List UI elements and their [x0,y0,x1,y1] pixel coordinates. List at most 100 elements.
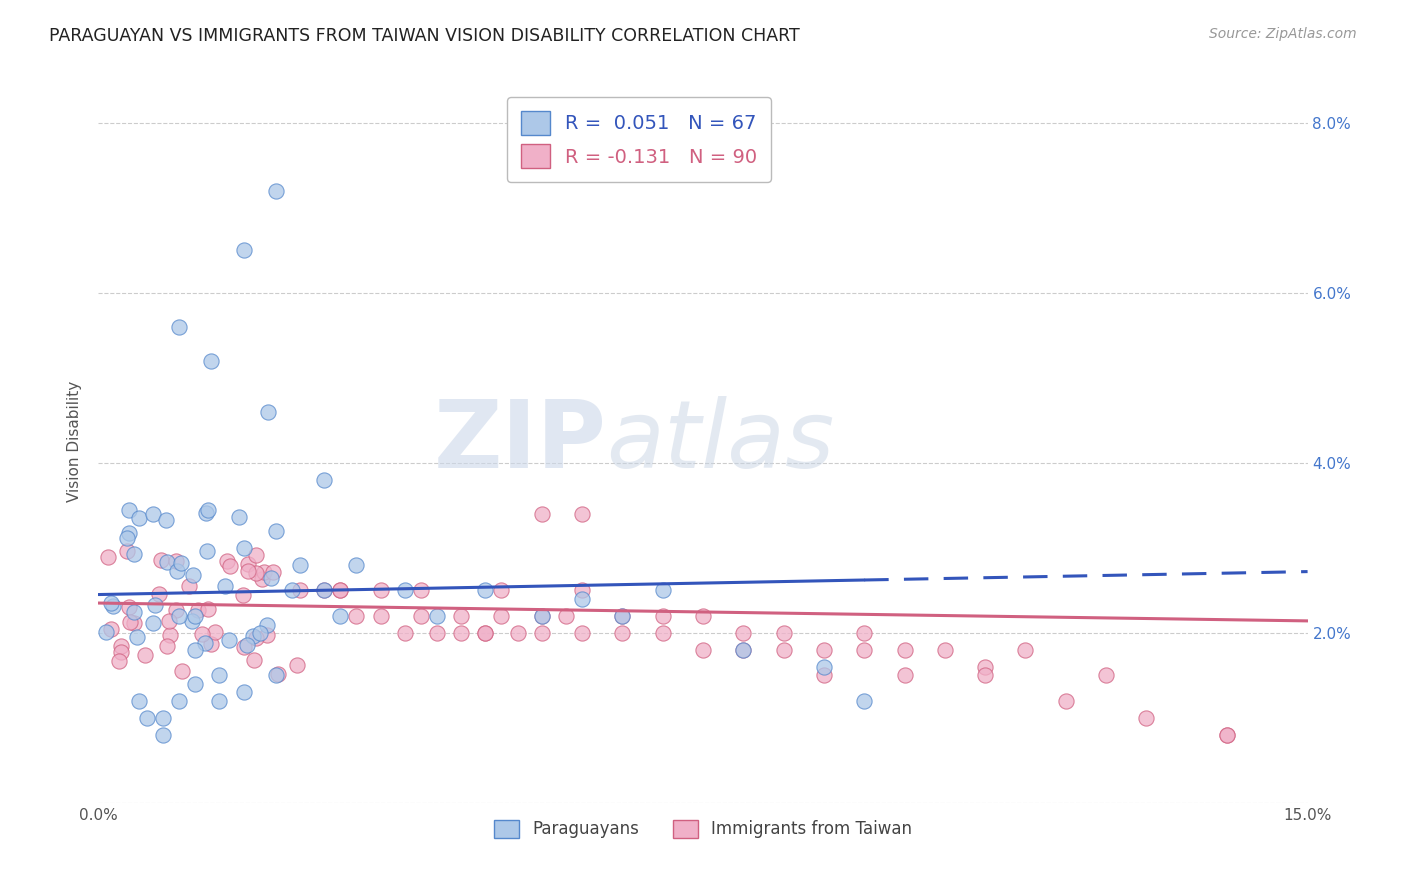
Point [165,603,187,617]
Point [974,660,997,674]
Point [194,636,217,650]
Point [118,599,141,614]
Point [110,644,132,658]
Point [197,602,219,616]
Point [167,319,190,334]
Point [1014,642,1036,657]
Point [256,405,278,419]
Text: Source: ZipAtlas.com: Source: ZipAtlas.com [1209,27,1357,41]
Point [1135,711,1157,725]
Point [651,625,673,640]
Point [288,583,311,598]
Point [122,547,145,561]
Point [118,615,141,629]
Point [165,554,187,568]
Point [179,579,201,593]
Point [215,554,238,568]
Point [256,628,278,642]
Point [101,599,124,613]
Point [143,598,166,612]
Point [249,625,271,640]
Point [242,629,264,643]
Point [314,583,336,598]
Point [264,524,287,538]
Point [204,625,226,640]
Point [426,608,449,623]
Point [218,558,240,573]
Point [733,625,755,640]
Point [117,544,139,558]
Point [96,549,118,564]
Point [242,653,264,667]
Point [344,608,367,623]
Point [236,564,259,578]
Y-axis label: Vision Disability: Vision Disability [67,381,83,502]
Point [474,625,496,640]
Point [409,608,432,623]
Point [245,566,267,580]
Point [118,526,141,541]
Point [236,557,259,571]
Point [612,608,634,623]
Point [167,694,190,708]
Point [394,583,416,598]
Point [214,579,236,593]
Point [184,608,207,623]
Point [530,608,553,623]
Point [94,625,117,640]
Point [571,583,593,598]
Point [200,636,222,650]
Point [107,654,129,668]
Point [122,606,145,620]
Point [772,642,794,657]
Point [329,608,352,623]
Point [262,566,284,580]
Point [100,596,122,610]
Point [394,625,416,640]
Point [1216,728,1239,742]
Point [491,583,513,598]
Point [208,668,231,682]
Point [692,608,714,623]
Point [853,642,876,657]
Point [218,633,240,648]
Point [288,558,311,572]
Point [733,642,755,657]
Point [813,660,835,674]
Point [813,642,835,657]
Point [772,625,794,640]
Point [152,728,174,742]
Point [115,531,138,545]
Legend: Paraguayans, Immigrants from Taiwan: Paraguayans, Immigrants from Taiwan [488,813,918,845]
Point [506,625,529,640]
Point [122,615,145,630]
Point [571,591,593,606]
Point [170,665,193,679]
Point [235,638,257,652]
Point [256,618,278,632]
Point [329,583,352,598]
Point [530,625,553,640]
Point [245,632,267,646]
Point [166,564,188,578]
Point [100,622,122,636]
Point [245,548,267,562]
Point [183,567,205,582]
Point [232,244,254,258]
Point [450,608,472,623]
Point [692,642,714,657]
Point [128,694,150,708]
Point [287,658,309,673]
Point [250,572,273,586]
Text: PARAGUAYAN VS IMMIGRANTS FROM TAIWAN VISION DISABILITY CORRELATION CHART: PARAGUAYAN VS IMMIGRANTS FROM TAIWAN VIS… [49,27,800,45]
Point [142,616,165,631]
Point [491,608,513,623]
Point [555,608,578,623]
Point [344,558,367,572]
Point [530,507,553,521]
Point [1216,728,1239,742]
Point [450,625,472,640]
Point [200,353,222,368]
Point [426,625,449,640]
Text: ZIP: ZIP [433,395,606,488]
